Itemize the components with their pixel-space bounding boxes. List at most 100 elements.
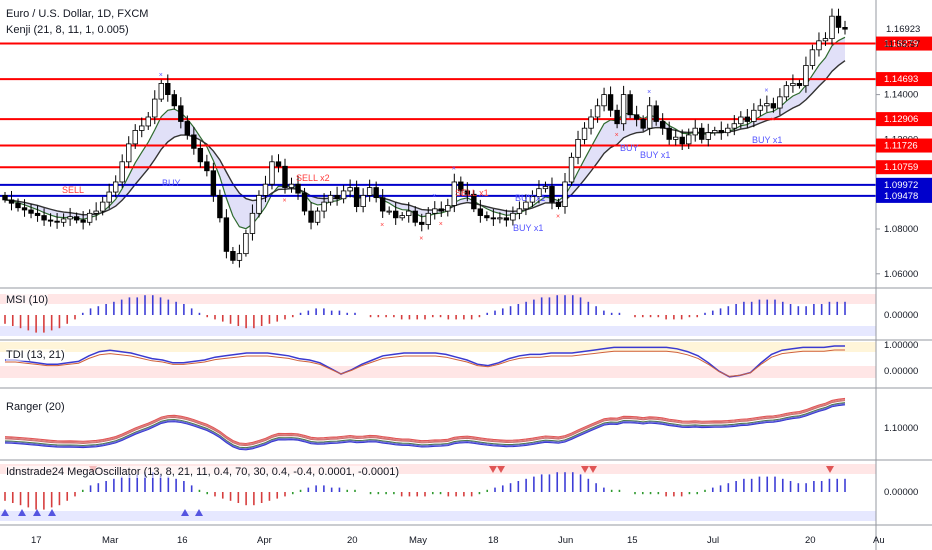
candle [204,154,210,177]
signal-label: BUY [620,143,639,153]
tdi-lower-band [0,366,876,378]
candle [73,212,80,224]
bottom-marker: × [380,222,384,229]
candle-body [835,15,842,28]
candle-body [347,187,353,192]
candle [718,121,724,140]
ranger-line [4,403,846,450]
candle [796,79,803,89]
candle [34,205,41,222]
date-tick-label: Apr [257,535,272,546]
candle [321,193,327,219]
candle [15,198,21,212]
date-tick-label: 17 [31,535,42,546]
kenji-fast-line [4,36,846,230]
mega-buy-arrow [195,509,203,516]
blue-level-tag-text: 1.09478 [884,191,918,202]
candle: × [379,189,386,229]
candle-body [184,121,191,136]
candle-body [497,217,503,220]
candle [829,8,835,45]
candle-body [249,212,256,234]
top-marker: × [647,89,651,96]
mega-buy-arrow [48,509,56,516]
candle [731,115,738,136]
date-tick-label: 15 [627,535,638,546]
candle-body [523,201,529,210]
candle-body [73,216,80,221]
mega-sell-arrow [497,466,505,473]
candle [295,175,301,200]
candle-body [373,187,379,199]
candle-body [171,94,178,107]
candle [516,201,523,220]
candle [581,122,588,145]
candle [406,202,412,223]
red-level-tag-bg [876,138,932,153]
candle-body [112,181,119,193]
signal-label: BUY [162,178,181,188]
candle: × [451,166,458,213]
candle-body [34,212,41,216]
ranger-pane[interactable] [4,397,846,451]
candle-body [321,201,327,212]
bottom-marker: × [771,117,775,124]
candle [184,115,191,140]
ranger-line [4,404,846,451]
date-tick-label: 16 [177,535,188,546]
candle [738,111,744,129]
candle-body [21,207,28,211]
price-tick-label: 1.14000 [884,90,918,101]
candle [288,177,295,193]
date-tick-label: May [409,535,427,546]
candle [692,119,698,142]
candle-body [217,194,223,219]
tdi-pane[interactable] [0,342,876,378]
candle [366,179,373,202]
candle [640,115,646,132]
candle [757,98,764,116]
candle-body [484,215,490,219]
candle-body [575,138,581,158]
candle-body [607,94,614,111]
candle-body [54,220,60,223]
ranger-line [4,400,846,447]
candle-body [360,194,366,207]
candle-body [672,136,679,140]
red-level-tag: 1.16279 [876,36,932,51]
bottom-marker: × [419,235,423,242]
candle-body [516,208,523,214]
tdi-label: TDI (13, 21) [6,349,65,361]
candle-body [438,208,444,212]
candle-body [243,233,249,255]
candle [314,207,321,226]
candle [106,183,112,209]
candle-body [725,127,731,134]
red-level-tag-text: 1.16279 [884,39,918,50]
candle [119,154,125,188]
msi-lower-band [0,326,876,336]
candle-body [15,202,21,209]
msi-pane[interactable] [0,294,876,336]
red-level-tag: 1.12906 [876,112,932,127]
candle [601,87,607,112]
candle-body [28,209,34,214]
candle [223,209,230,259]
signal-label: BUY x1 [515,193,545,203]
candle [126,136,132,168]
candle-body [458,181,464,192]
candle [523,194,529,216]
tdi-line [5,345,845,378]
kenji-slow-line [4,60,846,216]
msi-upper-band [0,294,876,304]
candle [230,246,236,264]
candle-body [132,130,138,145]
candle-body [790,83,796,87]
candle: × [432,193,438,220]
candle [399,212,405,221]
candle [301,187,308,216]
candle [21,199,28,217]
candle-body [47,219,54,222]
